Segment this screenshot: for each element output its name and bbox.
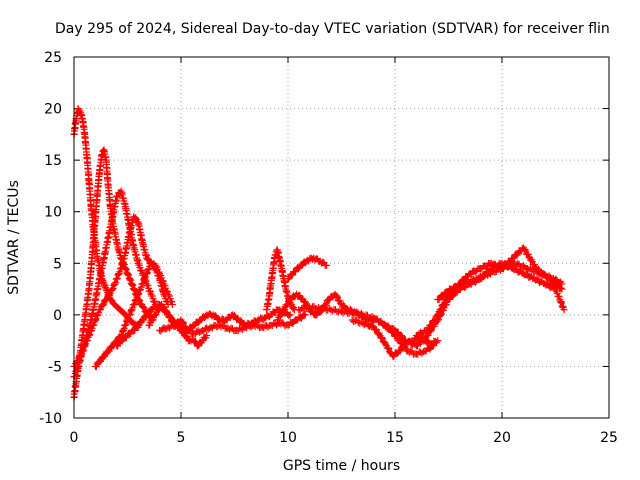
plot-frame xyxy=(73,56,610,419)
series-arc-15 xyxy=(412,244,566,340)
chart-title: Day 295 of 2024, Sidereal Day-to-day VTE… xyxy=(55,21,610,37)
tick-labels: 0 5 10 15 20 25 -10 -5 0 5 10 15 20 25 xyxy=(39,50,618,446)
series-arc-4 xyxy=(70,213,172,370)
x-tick-label: 0 xyxy=(70,430,79,446)
y-tick-label: 10 xyxy=(44,205,62,221)
series-markers xyxy=(157,310,308,338)
series-arc-9 xyxy=(263,246,298,314)
x-tick-label: 20 xyxy=(493,430,511,446)
x-axis-label: GPS time / hours xyxy=(283,458,400,474)
y-tick-label: 0 xyxy=(53,308,62,324)
data-point xyxy=(295,306,303,314)
series-markers xyxy=(435,260,565,304)
series-arc-8 xyxy=(156,310,309,338)
x-tick-label: 5 xyxy=(177,430,186,446)
series-markers xyxy=(414,245,565,340)
series-arc-16 xyxy=(434,259,566,304)
axis-ticks xyxy=(73,56,610,419)
series-markers xyxy=(350,316,440,360)
y-tick-label: -10 xyxy=(39,411,62,427)
series-markers xyxy=(296,302,436,358)
y-tick-label: 15 xyxy=(44,153,62,169)
series-arc-12 xyxy=(295,302,438,358)
x-tick-label: 25 xyxy=(600,430,618,446)
y-tick-label: 25 xyxy=(44,50,62,66)
series-markers xyxy=(285,254,329,283)
y-tick-label: 20 xyxy=(44,102,62,118)
y-tick-label: -5 xyxy=(48,359,62,375)
series-arc-11 xyxy=(284,254,331,283)
x-tick-label: 15 xyxy=(386,430,404,446)
y-tick-label: 5 xyxy=(53,256,62,272)
x-tick-label: 10 xyxy=(279,430,297,446)
data-points xyxy=(70,105,568,401)
grid xyxy=(74,57,609,418)
y-axis-label: SDTVAR / TECUs xyxy=(6,180,22,295)
series-markers xyxy=(263,246,298,313)
